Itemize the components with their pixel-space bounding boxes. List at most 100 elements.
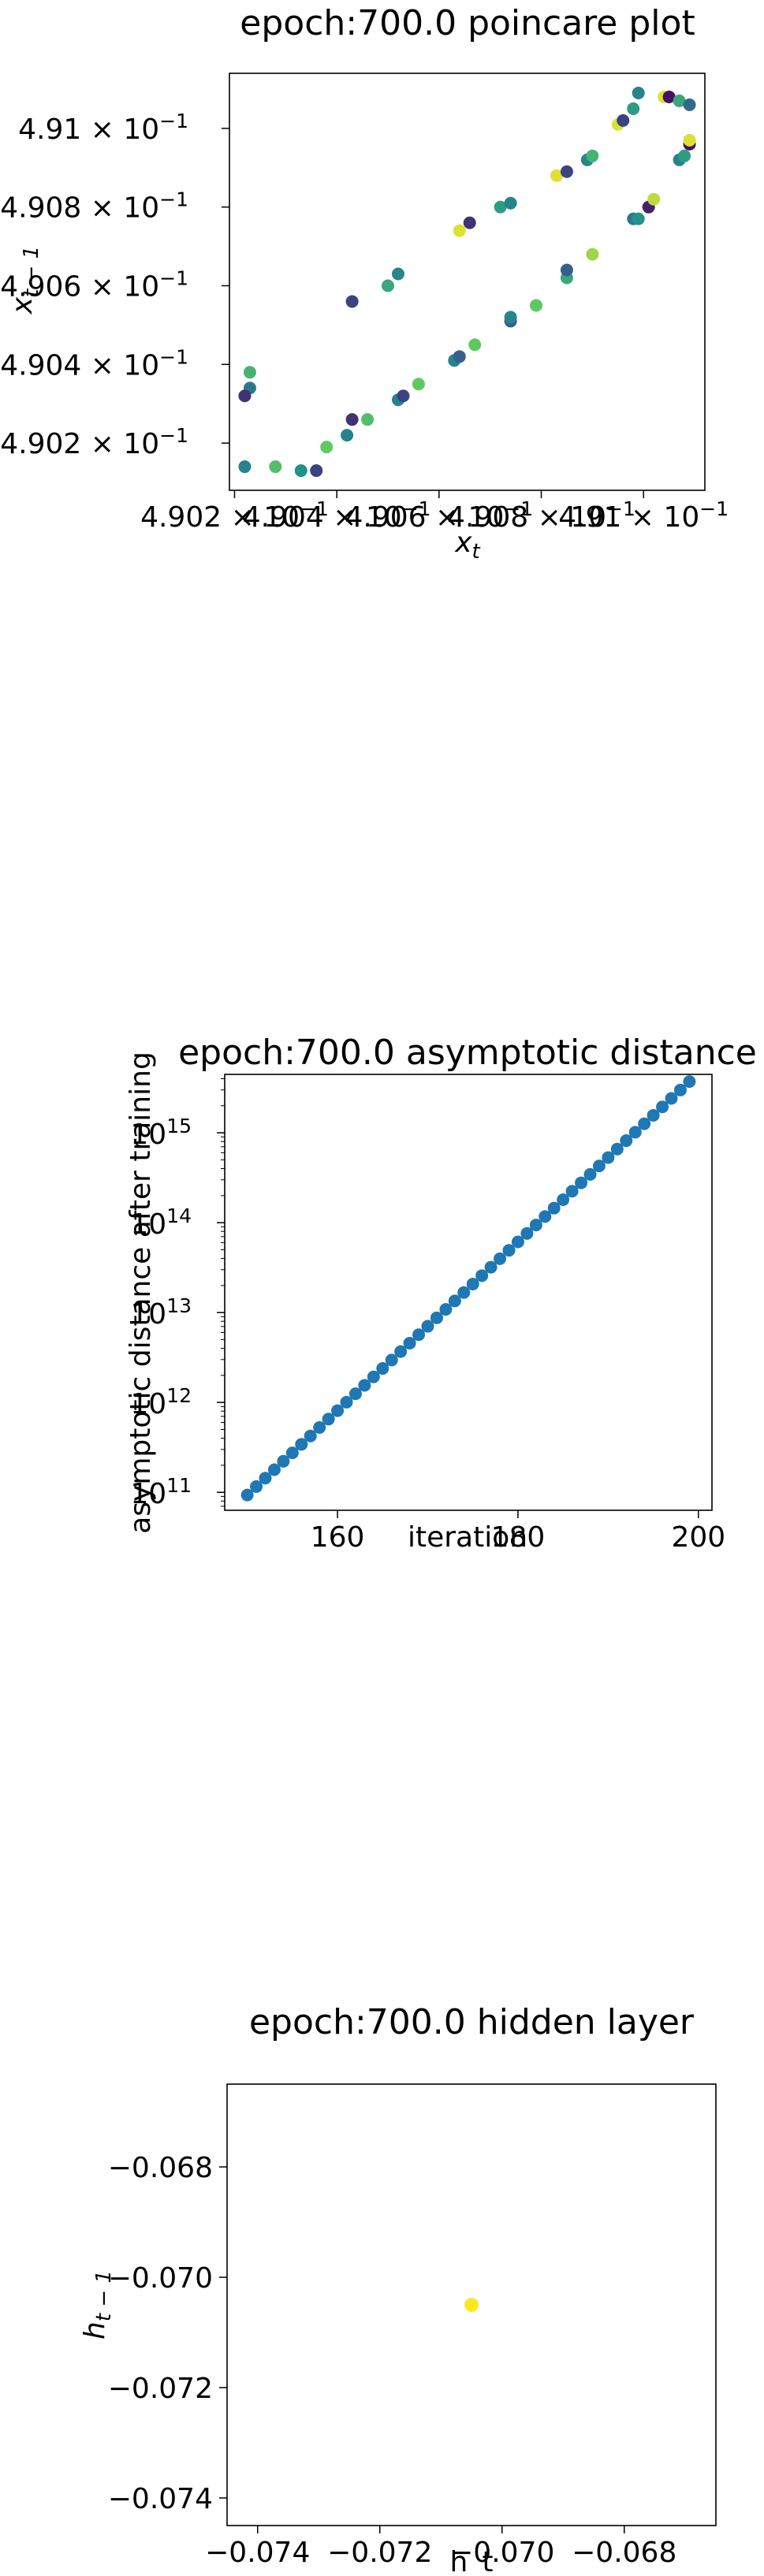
- data-point: [285, 1446, 299, 1460]
- x-tick-label: 160: [311, 1521, 365, 1554]
- x-axis-ticks: 4.902 × 10−14.904 × 10−14.906 × 10−14.90…: [140, 490, 729, 534]
- plot-frame: [224, 1074, 713, 1511]
- data-point: [565, 1185, 579, 1198]
- y-tick-label: −0.070: [108, 2262, 213, 2295]
- data-point: [439, 1303, 453, 1316]
- chart-title: epoch:700.0 asymptotic distance: [178, 1033, 757, 1073]
- x-tick-label: −0.070: [449, 2537, 554, 2569]
- x-tick-label: 200: [671, 1521, 725, 1554]
- data-point: [294, 464, 307, 478]
- x-tick-label: −0.068: [572, 2537, 676, 2569]
- data-point: [560, 263, 573, 277]
- hidden-layer-figure: epoch:700.0 hidden layer −0.074 −0.072 −0.…: [79, 2002, 717, 2576]
- y-tick-label: −0.074: [108, 2483, 213, 2515]
- data-point: [397, 389, 410, 403]
- data-point: [341, 429, 354, 442]
- y-tick-label: 4.904 × 10−1: [0, 345, 188, 382]
- x-tick-label: 4.908 × 10−1: [447, 497, 635, 534]
- data-point: [448, 1294, 461, 1308]
- data-point: [304, 1429, 317, 1442]
- data-point: [575, 1176, 588, 1189]
- data-point: [453, 350, 466, 363]
- data-point: [421, 1320, 434, 1333]
- x-axis-label: h_t: [450, 2546, 494, 2576]
- x-axis-label: iteration: [408, 1521, 527, 1554]
- data-point: [457, 1286, 471, 1299]
- data-point: [484, 1260, 498, 1274]
- y-tick-label: 1013: [130, 1294, 192, 1331]
- data-point: [345, 295, 359, 308]
- data-point: [382, 279, 394, 292]
- plot-frame: [226, 2083, 717, 2526]
- y-tick-label: 1015: [130, 1115, 192, 1151]
- y-tick-label: 1011: [130, 1474, 192, 1510]
- y-tick-label: 4.908 × 10−1: [0, 188, 188, 225]
- data-point: [394, 1345, 408, 1358]
- y-tick-label: −0.068: [108, 2152, 213, 2184]
- data-point: [620, 1134, 633, 1148]
- data-point: [376, 1362, 389, 1375]
- x-axis-label: xt: [454, 527, 480, 564]
- data-point: [673, 94, 686, 107]
- data-point: [592, 1160, 606, 1173]
- data-point: [259, 1472, 272, 1485]
- data-point: [238, 389, 252, 403]
- y-axis-ticks: 4.902 × 10−1 4.904 × 10−1 4.906 × 10−1 4.90…: [0, 110, 229, 460]
- y-tick-label: 1012: [130, 1384, 192, 1420]
- data-point: [331, 1404, 345, 1417]
- chart-title: epoch:700.0 hidden layer: [249, 2002, 695, 2042]
- data-point: [673, 1083, 687, 1096]
- data-point: [560, 165, 573, 178]
- data-point: [586, 149, 599, 162]
- y-tick-label: 4.902 × 10−1: [0, 424, 188, 460]
- data-point: [530, 299, 543, 312]
- data-point: [632, 86, 645, 99]
- y-tick-label: −0.072: [108, 2373, 213, 2405]
- data-point: [361, 413, 375, 426]
- x-axis-ticks: 160 180 200: [311, 1510, 725, 1554]
- x-tick-label: 4.91 × 10−1: [558, 497, 729, 534]
- data-point: [494, 1252, 507, 1265]
- data-point: [238, 460, 252, 474]
- data-point: [430, 1311, 443, 1324]
- plot-frame: [229, 73, 706, 491]
- data-point: [617, 114, 630, 127]
- data-point: [586, 248, 599, 261]
- y-tick-label: 4.906 × 10−1: [0, 266, 188, 303]
- data-point: [683, 133, 696, 147]
- data-points: [240, 1075, 696, 1502]
- data-point: [412, 378, 425, 391]
- data-point: [520, 1227, 534, 1240]
- data-point: [475, 1269, 489, 1282]
- y-axis-ticks: −0.074 −0.072 −0.070 −0.068: [108, 2152, 227, 2515]
- data-point: [502, 1244, 516, 1257]
- data-point: [529, 1219, 542, 1232]
- data-point: [463, 216, 476, 229]
- data-point: [250, 1480, 263, 1493]
- data-point: [277, 1454, 290, 1468]
- data-point: [466, 1278, 479, 1291]
- data-point: [322, 1413, 335, 1426]
- data-point: [240, 1488, 254, 1502]
- y-axis-label: xt − 1: [6, 246, 43, 315]
- y-axis-label: ht − 1: [79, 2270, 116, 2340]
- asymptotic-distance-figure: epoch:700.0 asymptotic distance 160 180 20…: [125, 1033, 757, 1554]
- x-tick-label: 4.906 × 10−1: [345, 497, 533, 534]
- poincare-plot-figure: epoch:700.0 poincare plot 4.902 × 10−1 4.…: [0, 3, 729, 564]
- data-point: [627, 102, 640, 115]
- data-point: [504, 311, 517, 324]
- data-point: [348, 1387, 362, 1401]
- data-point: [340, 1395, 353, 1409]
- data-point: [628, 1126, 642, 1139]
- data-point: [632, 212, 645, 225]
- data-point: [656, 1100, 669, 1114]
- data-point: [550, 169, 563, 182]
- data-point: [358, 1379, 371, 1392]
- data-point: [547, 1201, 561, 1215]
- data-point: [665, 1092, 678, 1105]
- data-point: [385, 1353, 398, 1367]
- data-point: [464, 2298, 479, 2312]
- data-point: [267, 1463, 281, 1476]
- chart-title: epoch:700.0 poincare plot: [240, 3, 695, 43]
- data-point: [683, 98, 696, 111]
